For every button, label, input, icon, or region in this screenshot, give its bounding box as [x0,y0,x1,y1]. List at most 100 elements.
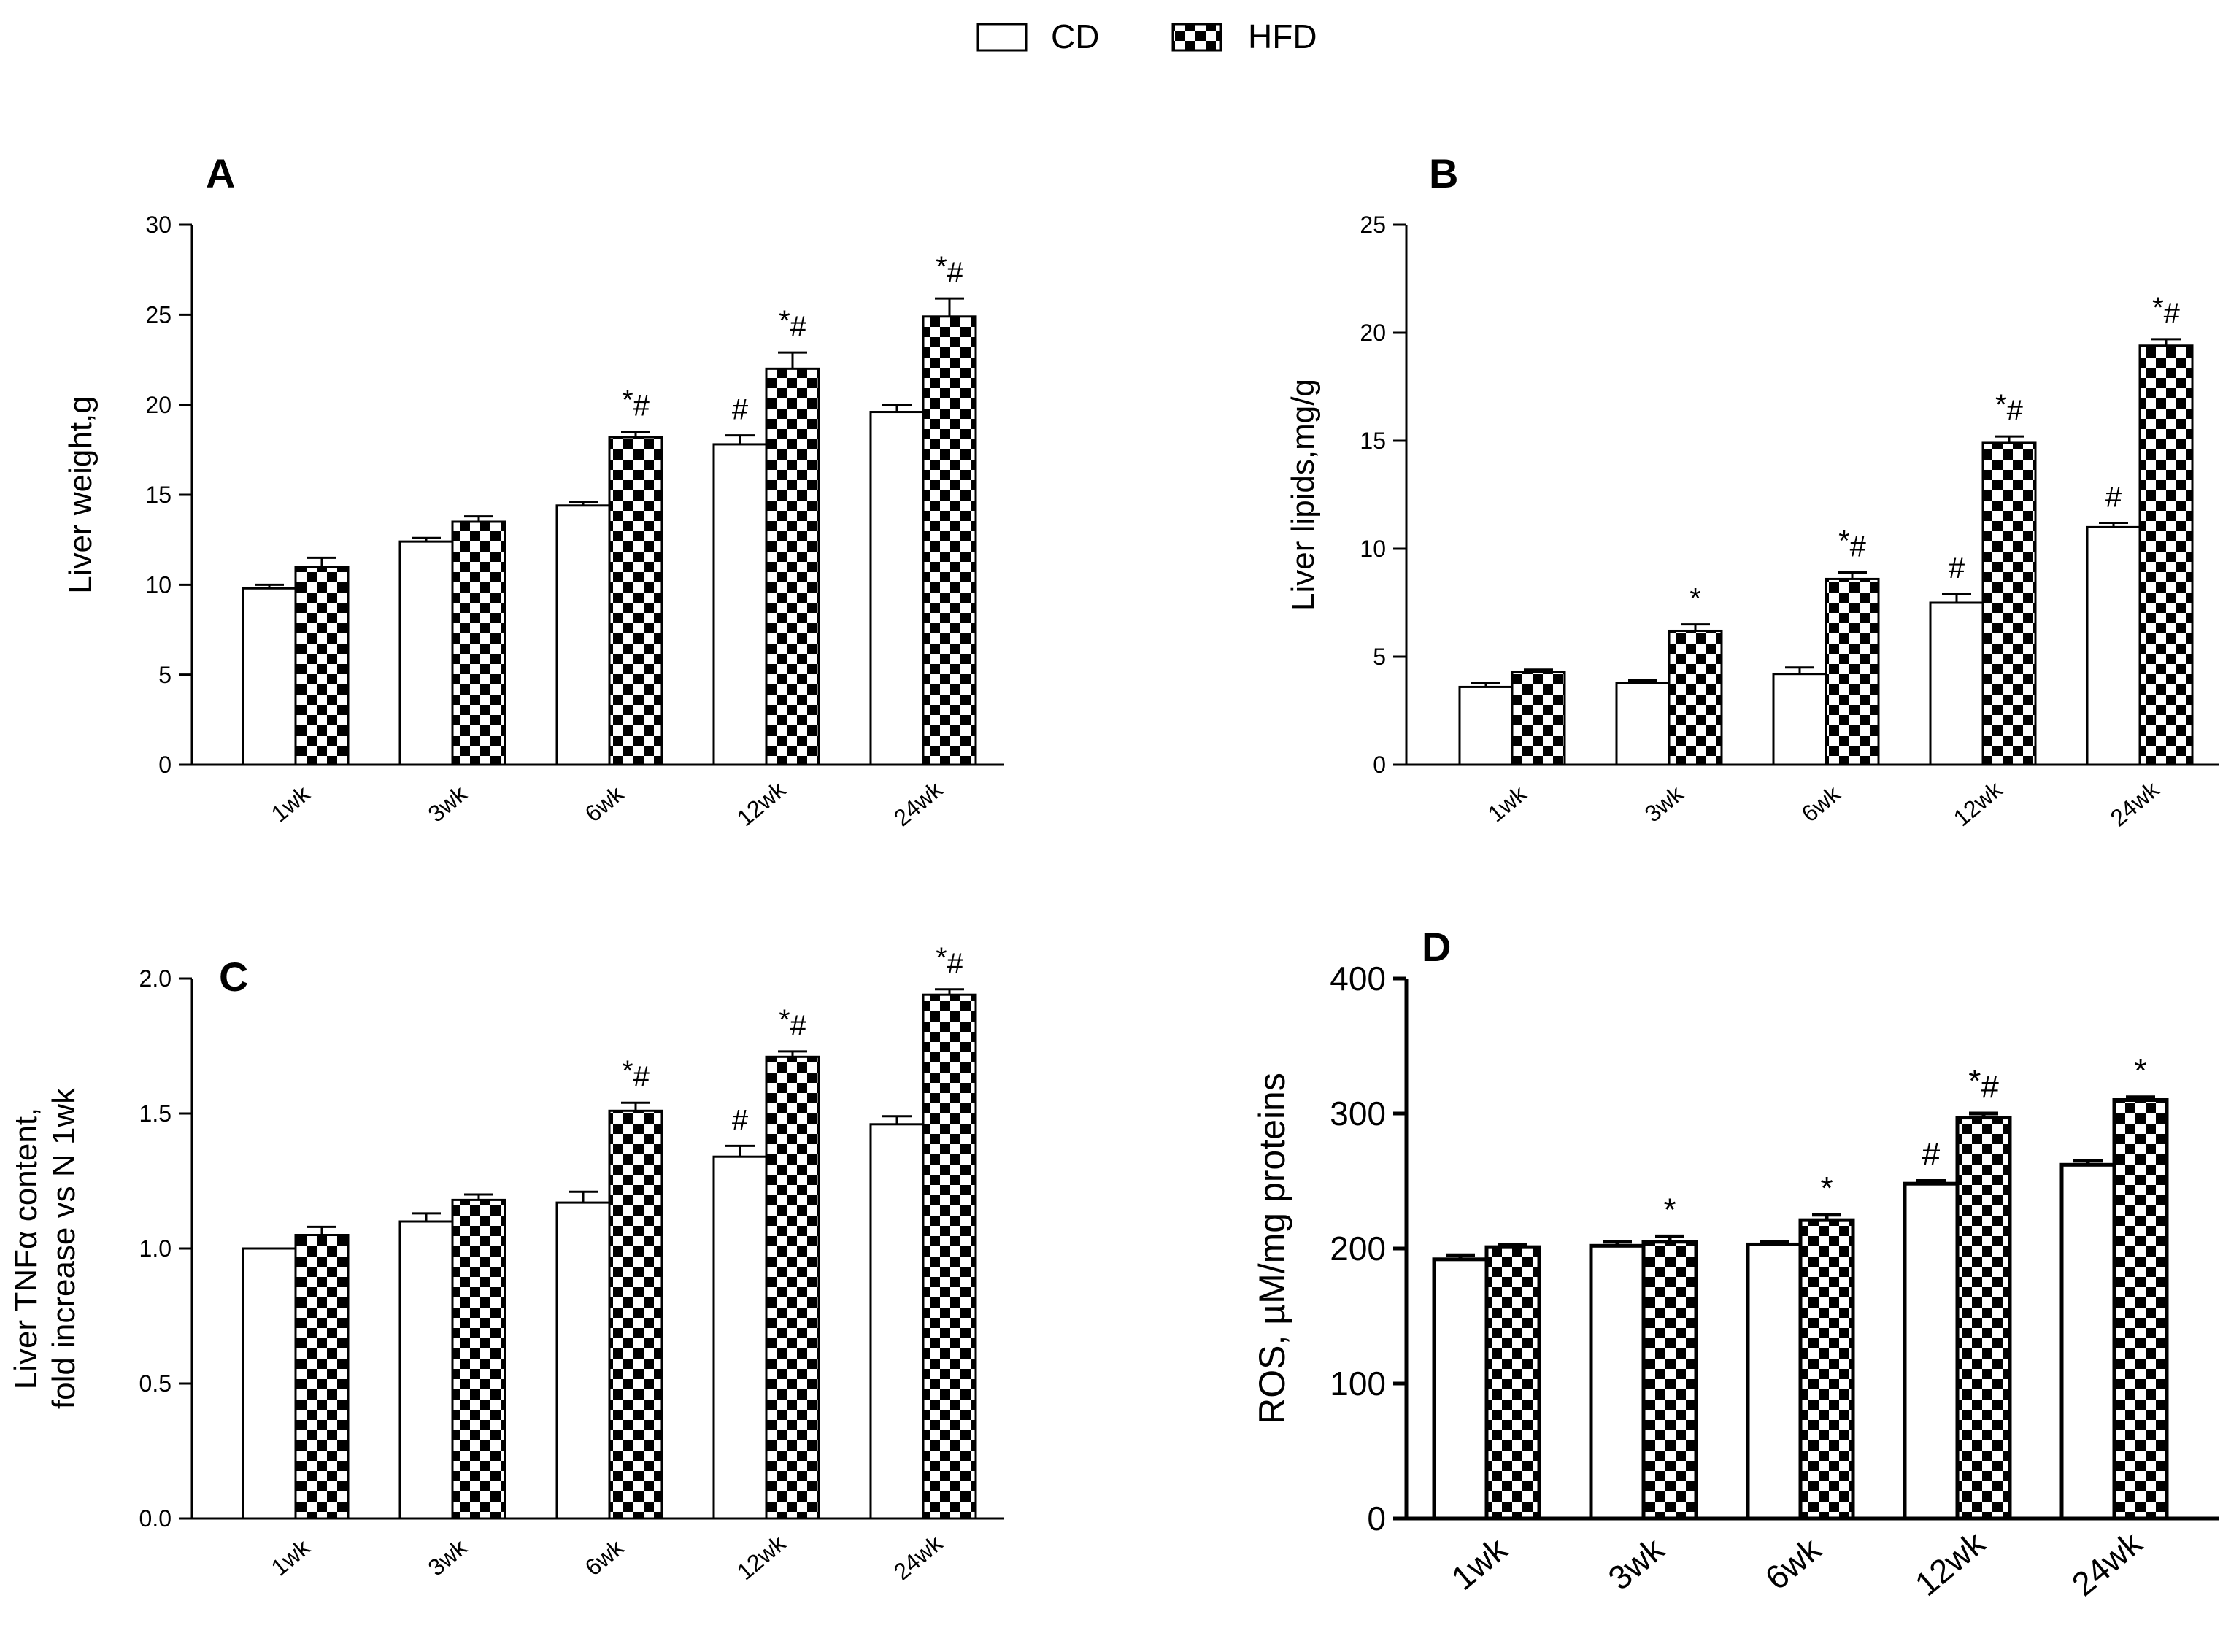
bar-cd [242,587,297,766]
significance-label: *# [1968,1063,1999,1105]
x-tick-label: 3wk [423,780,472,827]
significance-label: *# [936,251,964,289]
x-tick-label: 3wk [423,1534,472,1581]
bar-cd [869,411,925,766]
x-tick-label: 24wk [2105,776,2165,831]
significance-label: *# [1995,389,2024,427]
y-tick-label: 5 [1373,644,1386,670]
bar-hfd [451,1198,506,1520]
significance-label: *# [1838,525,1867,563]
significance-label: *# [622,1055,650,1093]
significance-label: * [1689,583,1701,615]
legend-label-cd: CD [1051,18,1099,55]
significance-label: # [732,394,749,426]
bar-hfd [1668,629,1723,766]
y-axis-label: Liver weight,g [63,395,99,593]
significance-label: * [1663,1192,1676,1227]
x-tick-label: 3wk [1640,780,1689,827]
significance-label: # [1922,1137,1941,1173]
y-tick-label: 1.0 [139,1235,172,1262]
y-tick-label: 15 [145,482,172,508]
bar-hfd [1641,1240,1698,1521]
y-tick-label: 400 [1330,960,1386,997]
y-tick-label: 1.5 [139,1100,172,1127]
x-tick-label: 6wk [580,780,629,827]
y-axis-label: fold increase vs N 1wk [46,1087,82,1409]
bar-cd [1615,682,1671,766]
y-tick-label: 10 [1360,536,1386,562]
y-tick-label: 0.5 [139,1370,172,1397]
bar-hfd [1981,441,2037,766]
bar-hfd [294,566,350,766]
bar-hfd [1484,1245,1541,1521]
y-axis-label: ROS, µM/mg proteins [1252,1073,1292,1424]
x-tick-label: 1wk [266,780,315,827]
panel-letter: A [206,150,235,196]
bar-cd [2086,525,2141,766]
bar-hfd [294,1234,350,1520]
bar-hfd [608,1109,663,1520]
bar-cd [1746,1242,1803,1521]
bar-cd [1772,673,1827,766]
y-tick-label: 25 [145,302,172,328]
x-tick-label: 12wk [1908,1524,1992,1604]
y-tick-label: 25 [1360,212,1386,238]
panel-b: B 0 5 10 15 20 25 Liver lipids,mg/g 1wk * 3wk *# 6w… [1285,150,2219,831]
bar-cd [1432,1257,1489,1521]
bar-cd [1903,1181,1960,1521]
legend-swatch-cd [976,23,1028,52]
bar-hfd [1955,1116,2012,1521]
bar-cd [555,1201,611,1520]
y-tick-label: 300 [1330,1095,1386,1132]
bar-cd [555,504,611,766]
y-tick-label: 0 [1367,1499,1386,1537]
x-tick-label: 6wk [1797,780,1846,827]
bar-cd [242,1247,297,1520]
x-tick-label: 3wk [1601,1529,1672,1597]
y-tick-label: 2.0 [139,965,172,992]
significance-label: * [2134,1053,2146,1089]
y-tick-label: 10 [145,572,172,598]
x-tick-label: 6wk [1758,1529,1829,1597]
bar-hfd [1825,577,1880,766]
bar-cd [712,443,768,766]
legend-label-hfd: HFD [1248,18,1317,55]
y-tick-label: 5 [158,662,172,688]
panel-letter: C [219,954,248,1000]
significance-label: *# [2152,292,2181,330]
bar-hfd [1511,671,1566,766]
bar-hfd [922,315,977,766]
legend: CD HFD [976,18,1317,55]
bar-cd [398,1220,454,1520]
y-tick-label: 20 [145,392,172,418]
x-tick-label: 24wk [889,776,948,831]
x-tick-label: 1wk [1483,780,1532,827]
panel-c: C 0.0 0.5 1.0 1.5 2.0 Liver TNFα content, fold… [8,942,1004,1585]
bar-hfd [2112,1098,2169,1521]
y-tick-label: 0.0 [139,1505,172,1532]
y-tick-label: 100 [1330,1365,1386,1402]
panel-letter: B [1429,150,1458,196]
y-tick-label: 20 [1360,320,1386,346]
significance-label: # [2105,481,2122,513]
significance-label: *# [622,385,650,422]
x-tick-label: 1wk [266,1534,315,1581]
bar-cd [712,1155,768,1520]
significance-label: *# [779,305,807,343]
x-tick-label: 1wk [1444,1529,1515,1597]
y-axis-label: Liver TNFα content, [8,1108,44,1390]
bar-hfd [1798,1218,1855,1521]
bar-hfd [451,520,506,766]
significance-label: * [1820,1170,1833,1206]
x-tick-label: 12wk [732,1529,791,1585]
y-axis-label: Liver lipids,mg/g [1285,379,1321,611]
y-tick-label: 0 [1373,752,1386,778]
x-tick-label: 6wk [580,1534,629,1581]
y-tick-label: 200 [1330,1230,1386,1267]
bar-cd [869,1123,925,1520]
panel-d: D 0 100 200 300 400 ROS, µM/mg proteins 1wk * 3w… [1252,924,2219,1603]
x-tick-label: 12wk [732,776,791,831]
bar-hfd [765,1055,820,1520]
legend-swatch-hfd [1171,23,1222,52]
